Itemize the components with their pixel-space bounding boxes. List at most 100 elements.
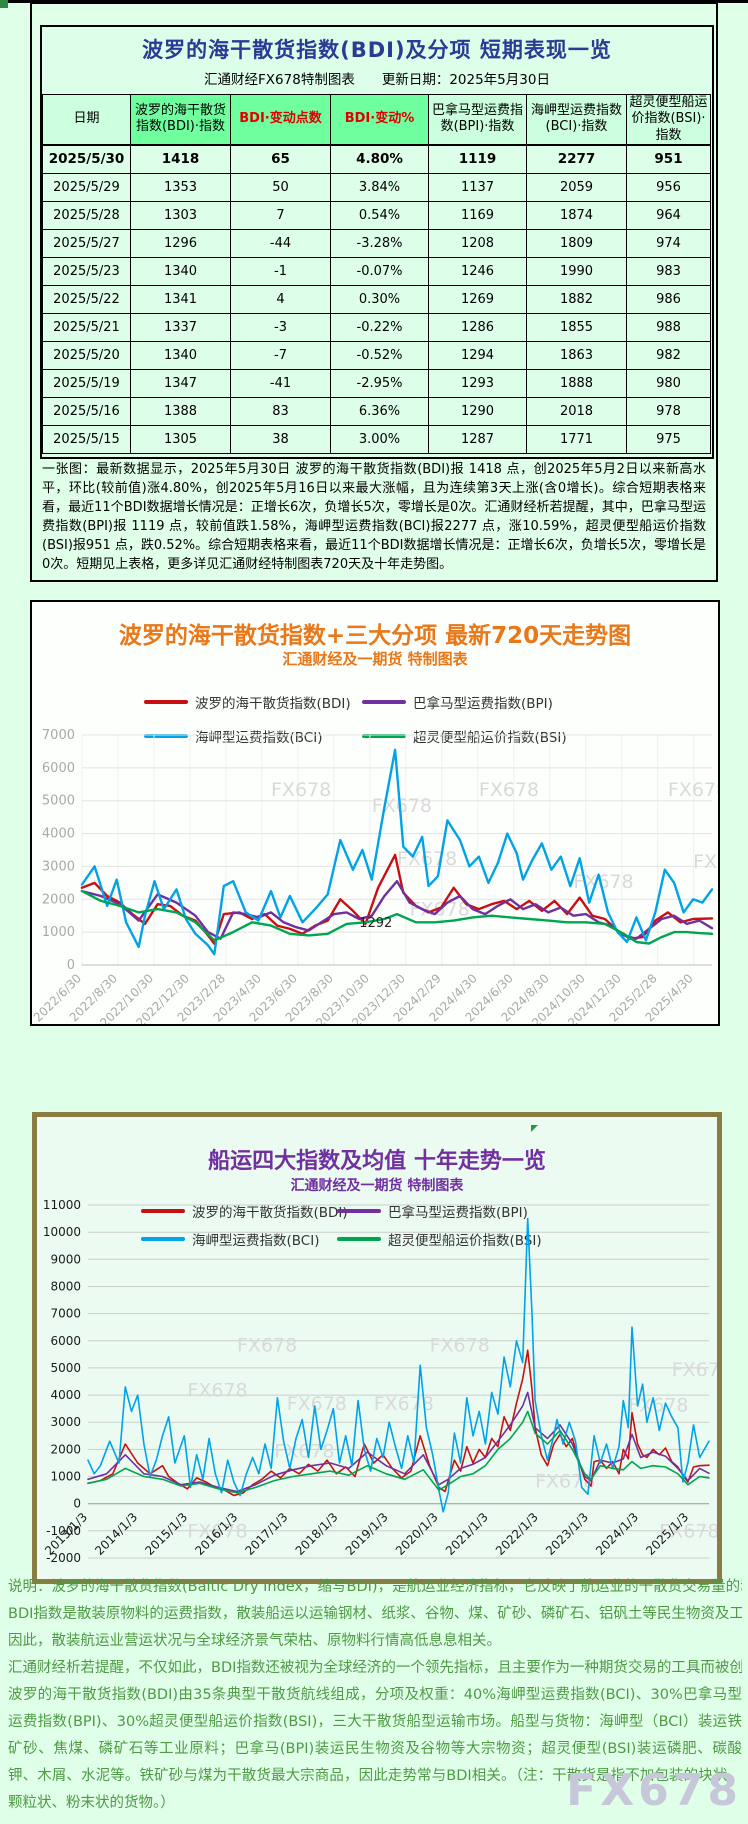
svg-text:2023/1/3: 2023/1/3 bbox=[543, 1510, 591, 1558]
svg-text:6000: 6000 bbox=[42, 761, 75, 776]
table-cell: 3.84% bbox=[331, 173, 429, 201]
svg-text:2019/1/3: 2019/1/3 bbox=[343, 1510, 391, 1558]
table-row: 2025/5/151305383.00%12871771975 bbox=[43, 425, 711, 453]
table-cell: -44 bbox=[231, 229, 331, 257]
summary-note: 一张图：最新数据显示，2025年5月30日 波罗的海干散货指数(BDI)报 14… bbox=[42, 460, 706, 574]
svg-text:FX678: FX678 bbox=[271, 779, 331, 801]
table-cell: 2025/5/28 bbox=[43, 201, 131, 229]
table-cell: 38 bbox=[231, 425, 331, 453]
table-cell: 2025/5/15 bbox=[43, 425, 131, 453]
table-cell: 1287 bbox=[429, 425, 527, 453]
svg-text:0: 0 bbox=[73, 1497, 81, 1511]
table-cell: 986 bbox=[627, 285, 711, 313]
table-cell: 1208 bbox=[429, 229, 527, 257]
svg-text:2014/1/3: 2014/1/3 bbox=[92, 1510, 140, 1558]
table-cell: 1882 bbox=[527, 285, 627, 313]
svg-text:7000: 7000 bbox=[50, 1307, 81, 1321]
svg-text:2000: 2000 bbox=[50, 1442, 81, 1456]
svg-text:2022/1/3: 2022/1/3 bbox=[493, 1510, 541, 1558]
table-cell: -0.22% bbox=[331, 313, 429, 341]
table-cell: 1303 bbox=[131, 201, 231, 229]
table-cell: 1290 bbox=[429, 397, 527, 425]
svg-text:2020/1/3: 2020/1/3 bbox=[393, 1510, 441, 1558]
table-cell: 1388 bbox=[131, 397, 231, 425]
chart-svg: 01000200030004000500060007000FX678FX678F… bbox=[32, 602, 718, 1024]
table-cell: 975 bbox=[627, 425, 711, 453]
table-cell: 956 bbox=[627, 173, 711, 201]
table-cell: 1294 bbox=[429, 341, 527, 369]
table-cell: 951 bbox=[627, 145, 711, 174]
table-subtitle: 汇通财经FX678特制图表 更新日期：2025年5月30日 bbox=[42, 68, 712, 88]
table-cell: 2025/5/29 bbox=[43, 173, 131, 201]
explanation-line: 因此，散装航运业营运状况与全球经济景气荣枯、原物料行情高低息息相关。 bbox=[8, 1628, 742, 1655]
table-row: 2025/5/28130370.54%11691874964 bbox=[43, 201, 711, 229]
table-cell: 1855 bbox=[527, 313, 627, 341]
table-cell: -7 bbox=[231, 341, 331, 369]
svg-text:3000: 3000 bbox=[50, 1415, 81, 1429]
svg-text:11000: 11000 bbox=[43, 1198, 81, 1212]
svg-text:FX678: FX678 bbox=[287, 1393, 347, 1415]
col-header: 巴拿马型运费指数(BPI)·指数 bbox=[429, 95, 527, 145]
chart-720day-panel: 波罗的海干散货指数+三大分项 最新720天走势图 汇通财经及一期货 特制图表 波… bbox=[30, 600, 720, 1026]
col-header: 海岬型运费指数(BCI)·指数 bbox=[527, 95, 627, 145]
col-header: BDI·变动点数 bbox=[231, 95, 331, 145]
table-cell: 1874 bbox=[527, 201, 627, 229]
table-title: 波罗的海干散货指数(BDI)及分项 短期表现一览 bbox=[42, 34, 712, 64]
svg-text:FX678: FX678 bbox=[693, 851, 718, 873]
table-cell: 980 bbox=[627, 369, 711, 397]
svg-text:10000: 10000 bbox=[43, 1225, 81, 1239]
table-row: 2025/5/231340-1-0.07%12461990983 bbox=[43, 257, 711, 285]
svg-text:2000: 2000 bbox=[42, 892, 75, 907]
chart-10year-panel: 船运四大指数及均值 十年走势一览 汇通财经及一期货 特制图表 波罗的海干散货指数… bbox=[32, 1112, 722, 1584]
infographic-page: 波罗的海干散货指数(BDI)及分项 短期表现一览 汇通财经FX678特制图表 更… bbox=[0, 0, 748, 1824]
table-cell: 83 bbox=[231, 397, 331, 425]
table-cell: 2025/5/16 bbox=[43, 397, 131, 425]
svg-text:9000: 9000 bbox=[50, 1252, 81, 1266]
svg-text:2017/1/3: 2017/1/3 bbox=[243, 1510, 291, 1558]
svg-text:7000: 7000 bbox=[42, 728, 75, 743]
table-cell: 1119 bbox=[429, 145, 527, 174]
table-cell: 6.36% bbox=[331, 397, 429, 425]
svg-text:1000: 1000 bbox=[42, 925, 75, 940]
table-cell: 1269 bbox=[429, 285, 527, 313]
corner-artifact bbox=[0, 0, 8, 8]
fx678-watermark: FX678 bbox=[566, 1765, 742, 1816]
short-term-panel: 波罗的海干散货指数(BDI)及分项 短期表现一览 汇通财经FX678特制图表 更… bbox=[30, 2, 718, 582]
col-header: 日期 bbox=[43, 95, 131, 145]
table-cell: -2.95% bbox=[331, 369, 429, 397]
svg-text:5000: 5000 bbox=[42, 794, 75, 809]
table-cell: 964 bbox=[627, 201, 711, 229]
table-cell: 1293 bbox=[429, 369, 527, 397]
svg-text:FX678: FX678 bbox=[479, 779, 539, 801]
svg-text:8000: 8000 bbox=[50, 1280, 81, 1294]
table-row: 2025/5/161388836.36%12902018978 bbox=[43, 397, 711, 425]
table-cell: 2025/5/27 bbox=[43, 229, 131, 257]
svg-text:FX678: FX678 bbox=[237, 1335, 297, 1357]
table-cell: 65 bbox=[231, 145, 331, 174]
chart-10year-plot: -2000-1000010002000300040005000600070008… bbox=[37, 1117, 717, 1579]
table-cell: 1888 bbox=[527, 369, 627, 397]
table-cell: 2277 bbox=[527, 145, 627, 174]
table-cell: 1286 bbox=[429, 313, 527, 341]
svg-text:4000: 4000 bbox=[42, 827, 75, 842]
table-cell: -41 bbox=[231, 369, 331, 397]
table-cell: 7 bbox=[231, 201, 331, 229]
explanation-line: 说明：波罗的海干散货指数(Baltic Dry Index，缩写BDI)，是航运… bbox=[8, 1574, 742, 1601]
table-cell: 1809 bbox=[527, 229, 627, 257]
table-row: 2025/5/201340-7-0.52%12941863982 bbox=[43, 341, 711, 369]
svg-text:5000: 5000 bbox=[50, 1361, 81, 1375]
chart-720day-plot: 01000200030004000500060007000FX678FX678F… bbox=[32, 602, 718, 1024]
table-cell: 978 bbox=[627, 397, 711, 425]
svg-text:FX678: FX678 bbox=[372, 795, 432, 817]
table-cell: 0.30% bbox=[331, 285, 429, 313]
table-cell: 2018 bbox=[527, 397, 627, 425]
svg-text:FX678: FX678 bbox=[668, 779, 718, 801]
svg-text:2015/1/3: 2015/1/3 bbox=[142, 1510, 190, 1558]
col-header: BDI·变动% bbox=[331, 95, 429, 145]
table-cell: 2059 bbox=[527, 173, 627, 201]
col-header: 波罗的海干散货指数(BDI)·指数 bbox=[131, 95, 231, 145]
table-cell: -0.52% bbox=[331, 341, 429, 369]
table-cell: 1340 bbox=[131, 257, 231, 285]
table-row: 2025/5/211337-3-0.22%12861855988 bbox=[43, 313, 711, 341]
svg-text:0: 0 bbox=[67, 958, 75, 973]
